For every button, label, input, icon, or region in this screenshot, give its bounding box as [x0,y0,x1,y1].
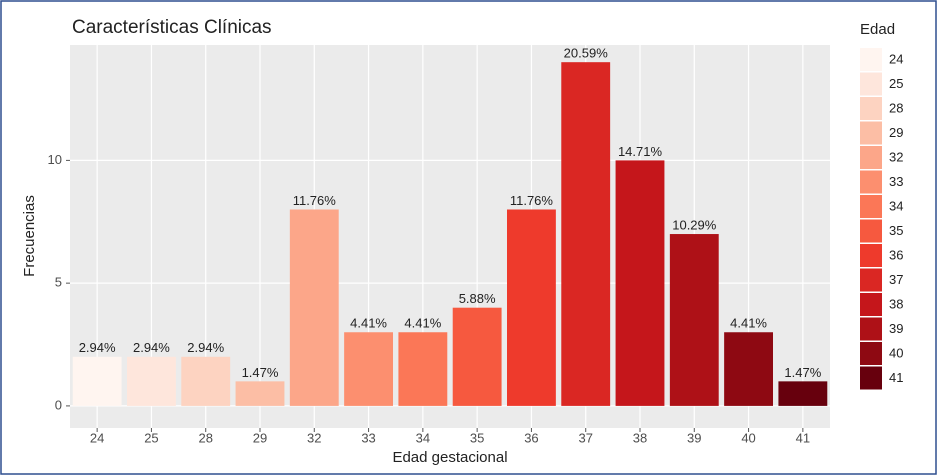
x-axis-label: Edad gestacional [392,449,507,466]
bar [669,234,719,406]
value-label: 4.41% [404,316,441,331]
value-label: 10.29% [672,217,717,232]
x-tick-label: 36 [524,430,538,445]
legend-key [860,268,882,292]
legend-key [860,170,882,194]
bar [452,307,502,406]
value-label: 5.88% [459,291,496,306]
x-tick-label: 24 [90,430,104,445]
bar [615,160,665,406]
legend-label: 32 [889,149,903,164]
legend-key [860,146,882,169]
x-tick-label: 41 [796,430,810,445]
legend-label: 34 [889,198,903,213]
x-tick-label: 39 [687,430,701,445]
legend-label: 24 [889,51,903,66]
legend-key [860,293,882,316]
value-label: 14.71% [618,144,663,159]
value-label: 2.94% [133,340,170,355]
legend-label: 35 [889,223,903,238]
chart-title: Características Clínicas [72,17,272,38]
legend-key [860,342,882,365]
bar [289,209,339,406]
bar [398,332,448,406]
bar [181,356,231,406]
bar [344,332,393,406]
legend-label: 33 [889,174,903,189]
bar [235,381,285,406]
bar [72,356,122,406]
x-tick-label: 35 [470,430,484,445]
value-label: 4.41% [350,316,387,331]
bar [561,62,611,406]
legend-label: 36 [889,247,903,262]
bar [778,381,828,406]
x-tick-label: 29 [253,430,267,445]
legend-key [860,48,882,71]
legend-label: 41 [889,370,903,385]
legend-label: 39 [889,321,903,336]
x-tick-label: 25 [144,430,158,445]
legend-label: 25 [889,76,903,91]
value-label: 2.94% [79,340,116,355]
y-axis-label: Frecuencias [21,195,38,277]
legend-title: Edad [860,21,895,38]
legend-key [860,121,882,145]
value-label: 4.41% [730,316,767,331]
bar [127,356,176,406]
y-tick-label: 10 [48,152,62,167]
x-tick-label: 38 [633,430,647,445]
x-tick-label: 37 [578,430,592,445]
legend-label: 38 [889,296,903,311]
legend-key [860,195,882,218]
legend-key [860,72,882,96]
legend-key [860,366,882,390]
x-tick-label: 34 [416,430,430,445]
legend-label: 29 [889,125,903,140]
value-label: 20.59% [564,46,609,61]
value-label: 2.94% [187,340,224,355]
legend-label: 28 [889,100,903,115]
y-tick-label: 5 [55,275,62,290]
value-label: 1.47% [784,365,821,380]
x-tick-label: 40 [741,430,755,445]
legend-key [860,97,882,120]
legend-key [860,244,882,267]
bar [724,332,773,406]
legend-label: 37 [889,272,903,287]
x-tick-label: 32 [307,430,321,445]
value-label: 11.76% [293,193,337,208]
y-tick-label: 0 [55,397,62,412]
x-tick-label: 28 [198,430,212,445]
legend-key [860,317,882,341]
x-tick-label: 33 [361,430,375,445]
legend-label: 40 [889,345,903,360]
value-label: 11.76% [510,193,554,208]
bar [507,209,556,406]
value-label: 1.47% [242,365,279,380]
legend-key [860,219,882,243]
